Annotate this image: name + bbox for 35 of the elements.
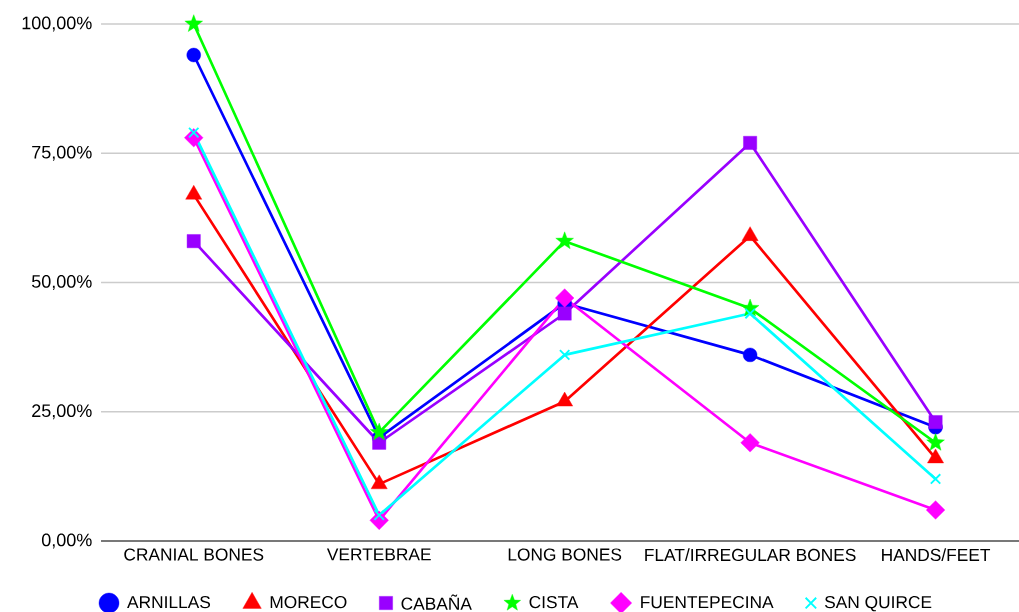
point — [555, 231, 574, 249]
y-tick-label: 25,00% — [32, 404, 92, 420]
legend-label: CABAÑA — [401, 594, 472, 610]
point — [186, 47, 201, 63]
point — [929, 473, 942, 485]
y-tick-label: 100,00% — [22, 16, 92, 32]
point — [185, 185, 203, 200]
legend-label: SAN QUIRCE — [824, 595, 932, 612]
point — [557, 306, 572, 321]
x-tick-label: FLAT/IRREGULAR BONES — [645, 548, 856, 562]
y-tick-label: 75,00% — [32, 145, 92, 161]
point — [744, 307, 756, 320]
legend-label: MORECO — [270, 595, 347, 609]
point — [558, 349, 571, 361]
y-tick-label: 50,00% — [31, 275, 92, 290]
x-tick-label: HANDS/FEET — [882, 548, 991, 562]
point — [188, 126, 200, 139]
point — [555, 288, 575, 308]
point — [186, 234, 201, 249]
point — [184, 14, 203, 32]
point — [370, 422, 389, 441]
legend-label: CISTA — [529, 595, 579, 609]
point — [740, 433, 760, 453]
legend-label: ARNILLAS — [127, 595, 211, 609]
y-tick-label: 0,00% — [41, 533, 92, 549]
x-tick-label: CRANIAL BONES — [124, 548, 264, 561]
x-tick-label: LONG BONES — [508, 548, 622, 561]
point — [926, 500, 946, 520]
x-tick-label: VERTEBRAE — [326, 548, 431, 561]
point — [742, 347, 758, 363]
point — [926, 433, 945, 451]
point — [928, 415, 943, 429]
legend-label: FUENTEPECINA — [641, 595, 774, 609]
point — [743, 136, 757, 150]
point — [373, 509, 385, 521]
